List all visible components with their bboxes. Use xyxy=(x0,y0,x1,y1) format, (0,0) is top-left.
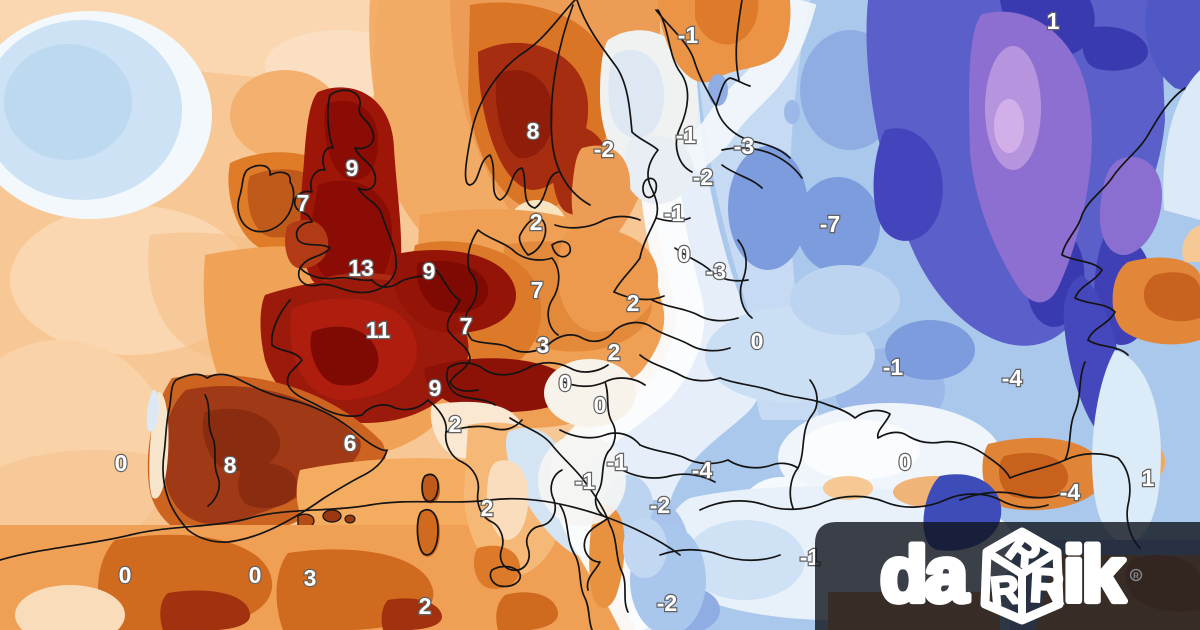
svg-text:9: 9 xyxy=(346,155,359,181)
svg-text:0: 0 xyxy=(899,449,912,475)
svg-text:-2: -2 xyxy=(657,590,677,616)
svg-text:-2: -2 xyxy=(650,492,670,518)
svg-text:2: 2 xyxy=(608,339,621,365)
svg-text:2: 2 xyxy=(481,495,494,521)
svg-text:-1: -1 xyxy=(883,354,904,380)
svg-text:da: da xyxy=(880,530,969,618)
svg-text:8: 8 xyxy=(224,452,237,478)
svg-text:9: 9 xyxy=(423,258,436,284)
svg-text:0: 0 xyxy=(678,241,691,267)
svg-text:-1: -1 xyxy=(678,22,699,48)
svg-text:-4: -4 xyxy=(692,457,713,483)
svg-text:7: 7 xyxy=(297,190,310,216)
svg-text:2: 2 xyxy=(419,593,432,619)
svg-text:-3: -3 xyxy=(734,133,754,159)
svg-text:0: 0 xyxy=(119,562,132,588)
svg-text:8: 8 xyxy=(527,118,540,144)
svg-text:3: 3 xyxy=(537,332,550,358)
svg-text:-4: -4 xyxy=(1060,479,1081,505)
svg-text:R: R xyxy=(1133,572,1139,581)
svg-text:-7: -7 xyxy=(820,211,840,237)
svg-text:6: 6 xyxy=(344,430,357,456)
svg-text:0: 0 xyxy=(594,392,607,418)
svg-text:7: 7 xyxy=(531,277,544,303)
svg-text:-3: -3 xyxy=(706,258,726,284)
svg-text:0: 0 xyxy=(249,562,262,588)
svg-text:2: 2 xyxy=(530,209,543,235)
svg-text:11: 11 xyxy=(366,317,391,343)
svg-text:-1: -1 xyxy=(676,122,697,148)
svg-text:0: 0 xyxy=(115,450,128,476)
svg-text:-1: -1 xyxy=(664,200,685,226)
svg-text:-1: -1 xyxy=(575,468,596,494)
svg-text:2: 2 xyxy=(449,411,462,437)
svg-text:-4: -4 xyxy=(1002,365,1023,391)
svg-text:9: 9 xyxy=(429,375,442,401)
svg-text:13: 13 xyxy=(348,255,374,281)
svg-text:7: 7 xyxy=(460,313,473,339)
svg-text:1: 1 xyxy=(1142,465,1155,491)
svg-text:0: 0 xyxy=(751,328,764,354)
svg-text:R: R xyxy=(989,568,1022,614)
svg-text:2: 2 xyxy=(627,290,640,316)
svg-text:R: R xyxy=(1028,559,1065,614)
svg-text:-2: -2 xyxy=(693,164,713,190)
svg-text:3: 3 xyxy=(304,565,317,591)
svg-text:-1: -1 xyxy=(607,449,628,475)
svg-text:ik: ik xyxy=(1063,530,1126,618)
svg-text:0: 0 xyxy=(559,370,572,396)
svg-text:-2: -2 xyxy=(594,136,614,162)
svg-text:1: 1 xyxy=(1047,8,1060,34)
